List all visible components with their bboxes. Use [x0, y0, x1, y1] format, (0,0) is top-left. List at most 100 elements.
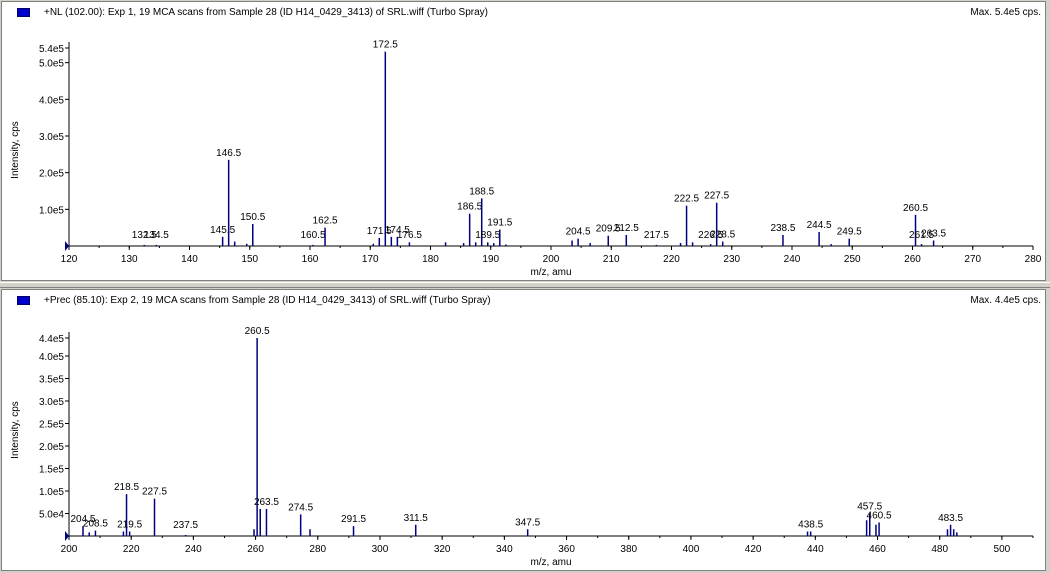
peak-label: 171.5 [367, 226, 392, 237]
peak-label: 219.5 [117, 520, 142, 531]
baseline-arrow-icon [65, 531, 69, 541]
x-tick-label: 200 [543, 254, 560, 265]
peak-label: 238.5 [770, 223, 795, 234]
x-tick-label: 150 [241, 254, 258, 265]
x-tick-label: 270 [964, 254, 981, 265]
x-tick-label: 220 [123, 544, 140, 555]
y-tick-label: 5.0e4 [39, 510, 64, 521]
peak-label: 191.5 [487, 218, 512, 229]
y-tick-label: 3.0e5 [39, 132, 64, 143]
x-tick-label: 190 [482, 254, 499, 265]
peak-label: 160.5 [300, 230, 325, 241]
x-tick-label: 380 [620, 544, 637, 555]
y-tick-label: 4.0e5 [39, 95, 64, 106]
x-tick-label: 420 [745, 544, 762, 555]
trace-color-marker[interactable] [17, 296, 30, 305]
max-intensity-label: Max. 4.4e5 cps. [970, 295, 1041, 306]
x-tick-label: 360 [558, 544, 575, 555]
x-tick-label: 280 [1025, 254, 1042, 265]
trace-color-marker[interactable] [17, 8, 30, 17]
peak-label: 347.5 [515, 517, 540, 528]
peak-label: 222.5 [674, 194, 699, 205]
x-tick-label: 130 [121, 254, 138, 265]
peak-label: 228.5 [710, 230, 735, 241]
peak-label: 227.5 [142, 487, 167, 498]
peak-label: 457.5 [857, 502, 882, 513]
y-tick-label: 2.0e5 [39, 169, 64, 180]
x-tick-label: 260 [247, 544, 264, 555]
y-tick-label: 2.0e5 [39, 442, 64, 453]
spectrum-panel-2: +Prec (85.10): Exp 2, 19 MCA scans from … [1, 289, 1046, 571]
peak-label: 237.5 [173, 520, 198, 531]
x-tick-label: 280 [309, 544, 326, 555]
spectrum-plot[interactable]: Intensity, cps m/z, amu 120 130 140 150 160 1… [2, 2, 1045, 280]
peak-label: 150.5 [240, 212, 265, 223]
peak-label: 483.5 [938, 513, 963, 524]
y-tick-label: 1.5e5 [39, 465, 64, 476]
peak-label: 204.5 [70, 514, 95, 525]
y-tick-label: 1.0e5 [39, 487, 64, 498]
peak-label: 189.5 [475, 230, 500, 241]
x-tick-label: 300 [372, 544, 389, 555]
peak-label: 261.5 [909, 230, 934, 241]
baseline-arrow-icon [65, 241, 69, 251]
x-tick-label: 400 [683, 544, 700, 555]
x-tick-label: 240 [185, 544, 202, 555]
peak-label: 134.5 [144, 230, 169, 241]
peak-label: 212.5 [614, 223, 639, 234]
x-tick-label: 140 [181, 254, 198, 265]
x-tick-label: 460 [869, 544, 886, 555]
peak-label: 186.5 [457, 202, 482, 213]
peak-label: 176.5 [397, 230, 422, 241]
peak-label: 274.5 [288, 502, 313, 513]
peak-label: 209.5 [596, 224, 621, 235]
y-tick-label: 5.0e5 [39, 59, 64, 70]
x-tick-label: 480 [931, 544, 948, 555]
spectrum-plot[interactable]: Intensity, cps m/z, amu 200 220 240 260 280 3… [2, 290, 1045, 570]
x-axis-title: m/z, amu [530, 557, 571, 568]
peak-label: 311.5 [404, 513, 429, 524]
peak-label: 188.5 [469, 186, 494, 197]
x-tick-label: 180 [422, 254, 439, 265]
x-tick-label: 500 [994, 544, 1011, 555]
peak-label: 249.5 [837, 227, 862, 238]
peak-label: 218.5 [114, 482, 139, 493]
peak-label: 438.5 [798, 520, 823, 531]
y-tick-label: 3.5e5 [39, 375, 64, 386]
panel-title: +Prec (85.10): Exp 2, 19 MCA scans from … [44, 295, 491, 306]
x-tick-label: 120 [61, 254, 78, 265]
peak-label: 263.5 [921, 229, 946, 240]
peak-label: 162.5 [313, 216, 338, 227]
y-tick-label: 1.0e5 [39, 205, 64, 216]
x-tick-label: 260 [904, 254, 921, 265]
peak-label: 260.5 [245, 326, 270, 337]
peak-label: 217.5 [644, 230, 669, 241]
x-tick-label: 160 [302, 254, 319, 265]
peak-label: 172.5 [373, 40, 398, 51]
max-intensity-label: Max. 5.4e5 cps. [970, 7, 1041, 18]
panel-title: +NL (102.00): Exp 1, 19 MCA scans from S… [44, 7, 489, 18]
x-tick-label: 170 [362, 254, 379, 265]
peak-label: 244.5 [807, 220, 832, 231]
x-tick-label: 220 [663, 254, 680, 265]
y-tick-label: 5.4e5 [39, 44, 64, 55]
peak-label: 146.5 [216, 148, 241, 159]
x-tick-label: 440 [807, 544, 824, 555]
peak-label: 145.5 [210, 225, 235, 236]
peak-label: 227.5 [704, 191, 729, 202]
y-tick-label: 3.0e5 [39, 397, 64, 408]
x-tick-label: 340 [496, 544, 513, 555]
pane-splitter[interactable] [0, 282, 1050, 288]
spectrum-panel-1: +NL (102.00): Exp 1, 19 MCA scans from S… [1, 1, 1046, 281]
peak-label: 174.5 [385, 225, 410, 236]
x-tick-label: 210 [603, 254, 620, 265]
peak-label: 208.5 [83, 519, 108, 530]
x-tick-label: 320 [434, 544, 451, 555]
x-tick-label: 230 [723, 254, 740, 265]
peak-label: 291.5 [341, 514, 366, 525]
x-tick-label: 250 [844, 254, 861, 265]
y-tick-label: 4.4e5 [39, 334, 64, 345]
peak-label: 204.5 [566, 227, 591, 238]
x-tick-label: 200 [61, 544, 78, 555]
x-axis-title: m/z, amu [530, 267, 571, 278]
